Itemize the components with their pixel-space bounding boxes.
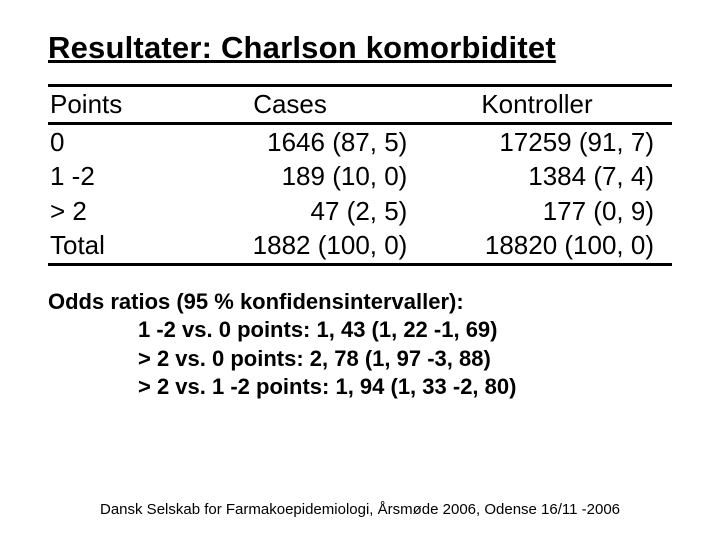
table-row: Total 1882 (100, 0) 18820 (100, 0) [48, 228, 672, 263]
header-controls: Kontroller [447, 87, 672, 123]
cell-controls: 17259 (91, 7) [447, 123, 672, 159]
cell-cases: 47 (2, 5) [235, 194, 447, 229]
cell-controls: 177 (0, 9) [447, 194, 672, 229]
cell-cases: 1882 (100, 0) [235, 228, 447, 263]
odds-line: > 2 vs. 0 points: 2, 78 (1, 97 -3, 88) [48, 345, 672, 374]
table-header-row: Points Cases Kontroller [48, 87, 672, 123]
cell-controls: 1384 (7, 4) [447, 159, 672, 194]
table-row: 0 1646 (87, 5) 17259 (91, 7) [48, 123, 672, 159]
table-row: 1 -2 189 (10, 0) 1384 (7, 4) [48, 159, 672, 194]
cell-cases: 1646 (87, 5) [235, 123, 447, 159]
cell-points: > 2 [48, 194, 235, 229]
cell-points: 1 -2 [48, 159, 235, 194]
header-points: Points [48, 87, 235, 123]
header-cases: Cases [235, 87, 447, 123]
odds-ratios-block: Odds ratios (95 % konfidensintervaller):… [48, 288, 672, 402]
cell-points: 0 [48, 123, 235, 159]
cell-points: Total [48, 228, 235, 263]
page-title: Resultater: Charlson komorbiditet [48, 30, 672, 66]
cell-controls: 18820 (100, 0) [447, 228, 672, 263]
odds-line: 1 -2 vs. 0 points: 1, 43 (1, 22 -1, 69) [48, 316, 672, 345]
table-row: > 2 47 (2, 5) 177 (0, 9) [48, 194, 672, 229]
comorbidity-table: Points Cases Kontroller 0 1646 (87, 5) 1… [48, 84, 672, 266]
odds-heading: Odds ratios (95 % konfidensintervaller): [48, 288, 672, 317]
footer-text: Dansk Selskab for Farmakoepidemiologi, Å… [0, 501, 720, 518]
cell-cases: 189 (10, 0) [235, 159, 447, 194]
odds-line: > 2 vs. 1 -2 points: 1, 94 (1, 33 -2, 80… [48, 373, 672, 402]
